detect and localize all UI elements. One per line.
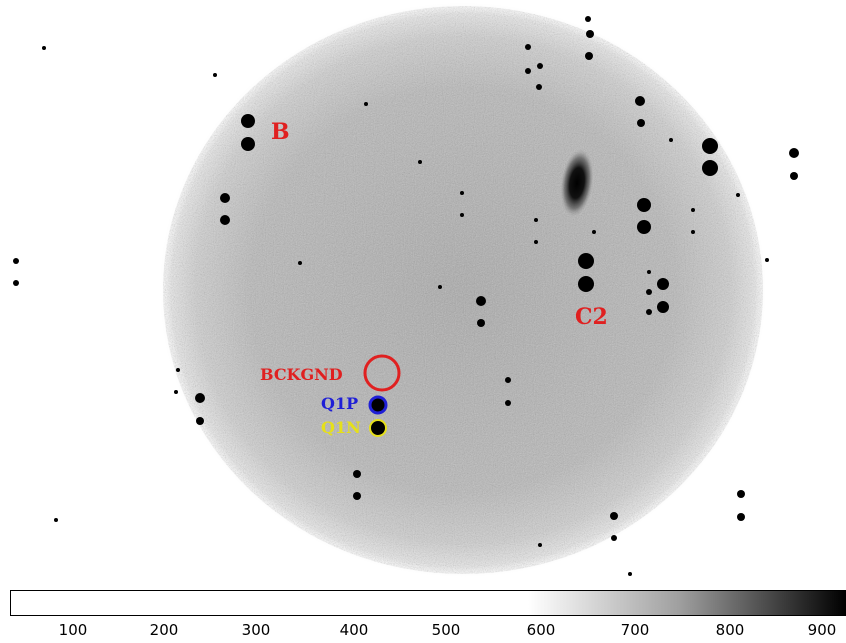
star [476,296,486,306]
star [691,208,695,212]
star [364,102,368,106]
colorbar-tick: 400 [339,621,369,639]
star [505,400,511,406]
star [241,114,255,128]
star [585,52,593,60]
star [657,278,669,290]
star [460,213,464,217]
star [537,63,543,69]
star [298,261,302,265]
star [637,119,645,127]
colorbar-tick: 200 [149,621,179,639]
label-q1n: Q1N [321,418,361,437]
star [196,417,204,425]
label-c2: C2 [575,304,608,330]
colorbar-tick: 600 [526,621,556,639]
star [438,285,442,289]
star [789,148,799,158]
colorbar-tick: 100 [58,621,88,639]
star [702,160,718,176]
q1p-aperture [368,395,388,415]
star [13,258,19,264]
star [657,301,669,313]
star [525,44,531,50]
star [241,137,255,151]
star [737,513,745,521]
star [534,240,538,244]
colorbar-tick: 800 [715,621,745,639]
star [353,470,361,478]
star [418,160,422,164]
star-field [13,16,799,576]
star [176,368,180,372]
colorbar: 100 200 300 400 500 600 700 800 900 [10,590,846,643]
star [174,390,178,394]
star [669,138,673,142]
star [737,490,745,498]
star [790,172,798,180]
star [646,289,652,295]
star [538,543,542,547]
star [611,535,617,541]
star [586,30,594,38]
galaxy [560,149,594,217]
star [460,191,464,195]
star [220,193,230,203]
star [195,393,205,403]
label-q1p: Q1P [321,394,359,413]
q1n-aperture [369,419,387,437]
star [702,138,718,154]
star [353,492,361,500]
star [525,68,531,74]
star [534,218,538,222]
label-bckgnd: BCKGND [260,365,343,384]
star [54,518,58,522]
label-b: B [271,119,290,145]
star [646,309,652,315]
star [637,198,651,212]
star [585,16,591,22]
star [610,512,618,520]
star [578,253,594,269]
star [691,230,695,234]
star [736,193,740,197]
star [635,96,645,106]
bckgnd-aperture [363,354,401,392]
star [213,73,217,77]
star [628,572,632,576]
colorbar-tick: 500 [431,621,461,639]
star [637,220,651,234]
star [647,270,651,274]
star [765,258,769,262]
colorbar-gradient [10,590,846,616]
colorbar-tick: 300 [241,621,271,639]
colorbar-tick: 900 [807,621,837,639]
star [13,280,19,286]
star [477,319,485,327]
star [592,230,596,234]
star [220,215,230,225]
star [536,84,542,90]
sky-image [13,2,799,578]
star [578,276,594,292]
star [42,46,46,50]
colorbar-tick: 700 [620,621,650,639]
star [505,377,511,383]
